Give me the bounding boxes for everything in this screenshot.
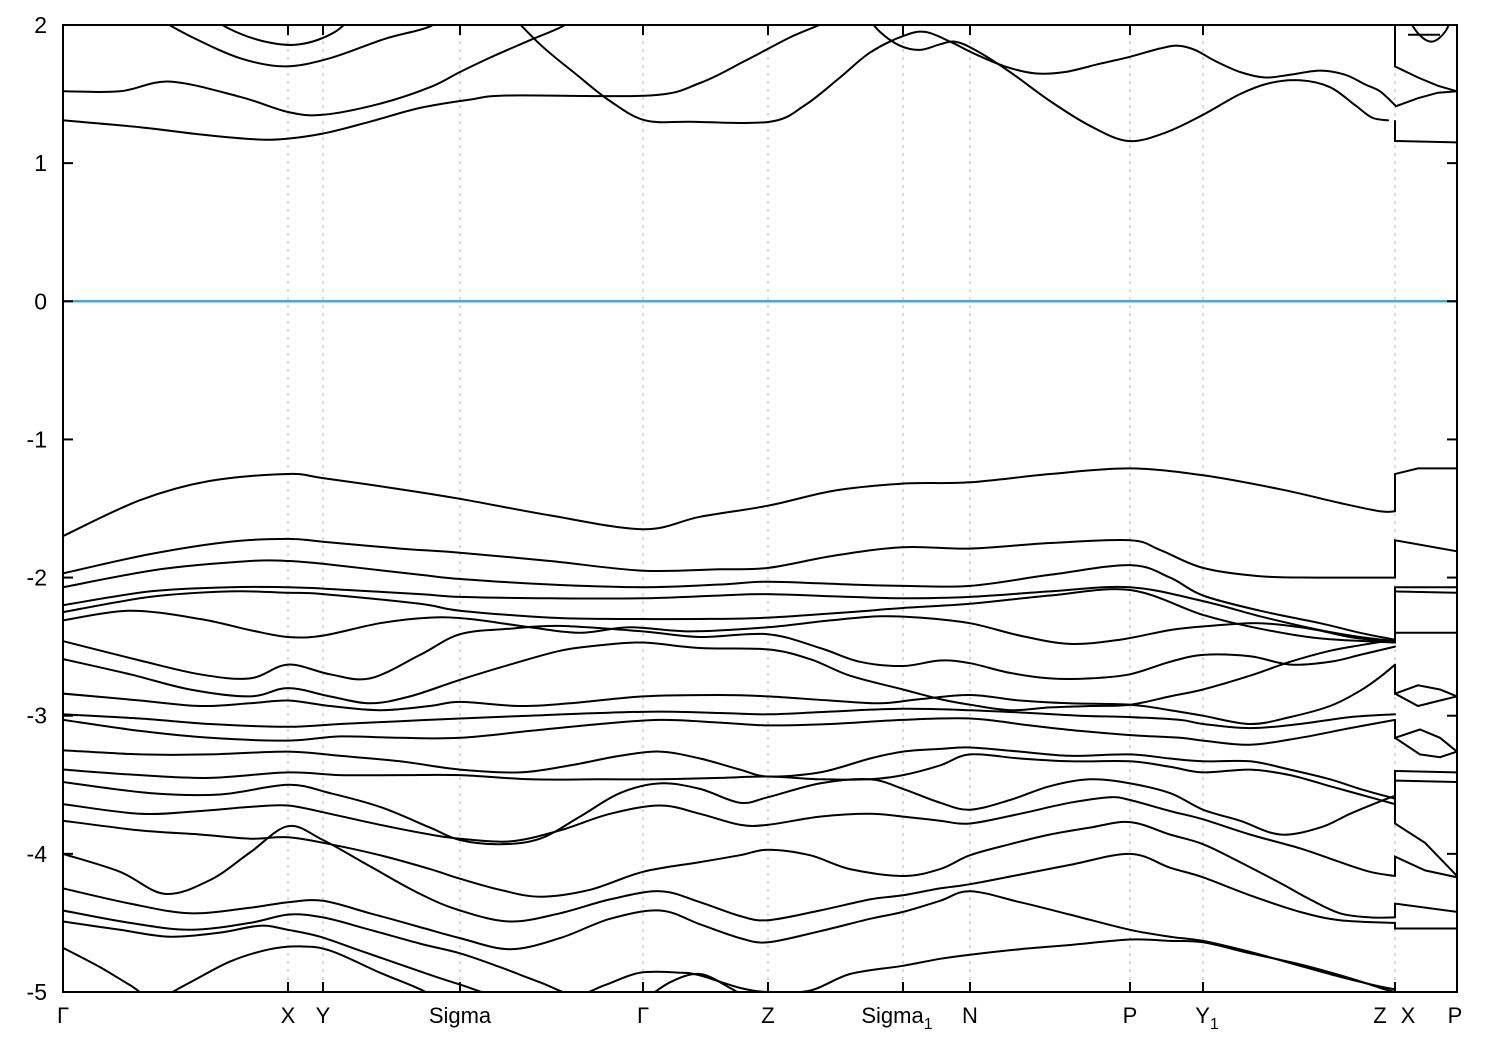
band-segment-right-12 bbox=[1394, 736, 1456, 759]
band-curve-12 bbox=[64, 609, 1396, 646]
band-curve-26 bbox=[64, 920, 482, 991]
band-segment-right-15 bbox=[1394, 795, 1456, 877]
k-point-label-Y1: Y1 bbox=[1195, 1003, 1219, 1033]
band-curve-15 bbox=[64, 663, 1396, 726]
band-segment-right-18 bbox=[1394, 922, 1456, 930]
y-tick-label-1: 1 bbox=[34, 150, 47, 176]
k-point-label-P: P bbox=[1448, 1003, 1463, 1028]
band-curve-10 bbox=[64, 585, 1396, 643]
band-curve-0 bbox=[64, 26, 566, 117]
band-curve-2 bbox=[520, 26, 1396, 124]
k-point-label-Z: Z bbox=[761, 1003, 774, 1028]
band-curve-9 bbox=[64, 559, 1396, 641]
band-curve-23 bbox=[64, 824, 1396, 924]
band-segment-right-16 bbox=[1394, 855, 1456, 879]
band-curve-14 bbox=[64, 638, 1396, 712]
y-tick-label--2: -2 bbox=[27, 565, 47, 591]
band-segment-right-8 bbox=[1394, 631, 1456, 643]
y-tick-label--3: -3 bbox=[27, 703, 47, 729]
band-segment-right-7 bbox=[1394, 590, 1456, 594]
band-segment-right-13 bbox=[1394, 769, 1456, 799]
band-curve-17 bbox=[64, 717, 1396, 746]
band-curve-25 bbox=[64, 909, 1396, 991]
y-tick-label--4: -4 bbox=[27, 841, 48, 867]
k-point-label-N: N bbox=[962, 1003, 978, 1028]
band-curve-11 bbox=[64, 588, 1396, 644]
band-curve-6 bbox=[1411, 26, 1450, 43]
band-curve-4 bbox=[222, 26, 345, 46]
y-tick-label--1: -1 bbox=[27, 426, 47, 452]
band-curve-3 bbox=[873, 26, 1389, 143]
k-point-label-Y: Y bbox=[316, 1003, 331, 1028]
band-curve-21 bbox=[64, 796, 1396, 877]
band-curve-20 bbox=[64, 778, 1396, 846]
plot-border bbox=[62, 24, 1458, 993]
band-curve-7 bbox=[64, 467, 1396, 537]
k-point-label-Γ: Γ bbox=[637, 1003, 649, 1028]
band-curve-1 bbox=[64, 26, 820, 141]
band-curve-5 bbox=[168, 26, 434, 68]
band-curve-16 bbox=[64, 707, 1396, 730]
band-segment-right-17 bbox=[1394, 902, 1456, 918]
band-curve-18 bbox=[64, 746, 1396, 800]
energy-bands bbox=[64, 26, 1456, 991]
band-segment-right-11 bbox=[1394, 719, 1456, 753]
band-segment-right-4 bbox=[1394, 467, 1456, 512]
y-tick-label-2: 2 bbox=[34, 12, 47, 38]
band-segment-right-2 bbox=[1394, 120, 1456, 144]
x-axis-labels: Γ X Y Sigma Γ Z Sigma1 N P Y1 Z X P bbox=[57, 1003, 1462, 1033]
y-tick-label-0: 0 bbox=[34, 288, 47, 314]
band-curve-22 bbox=[64, 819, 1396, 919]
band-curve-13 bbox=[64, 624, 1396, 681]
k-point-label-X: X bbox=[281, 1003, 296, 1028]
k-point-label-P: P bbox=[1123, 1003, 1138, 1028]
band-curve-8 bbox=[64, 537, 1396, 579]
band-curve-27 bbox=[64, 945, 426, 991]
k-point-label-Γ: Γ bbox=[57, 1003, 69, 1028]
band-segment-right-14 bbox=[1394, 779, 1456, 805]
k-point-label-Z: Z bbox=[1373, 1003, 1386, 1028]
k-point-label-Sigma1: Sigma1 bbox=[861, 1003, 932, 1033]
band-segment-right-1 bbox=[1394, 90, 1456, 108]
band-segment-right-0 bbox=[1394, 26, 1456, 93]
band-segment-right-10 bbox=[1394, 692, 1456, 708]
band-segment-right-6 bbox=[1394, 586, 1456, 640]
y-tick-label--5: -5 bbox=[27, 979, 47, 1005]
band-curve-24 bbox=[64, 887, 1396, 991]
k-point-label-Sigma: Sigma bbox=[429, 1003, 492, 1028]
band-segment-right-9 bbox=[1394, 664, 1456, 698]
y-axis-labels: 2 1 0 -1 -2 -3 -4 -5 bbox=[27, 12, 48, 1005]
band-segment-right-5 bbox=[1394, 539, 1456, 578]
k-point-gridlines bbox=[287, 25, 1396, 992]
k-point-label-X: X bbox=[1401, 1003, 1416, 1028]
axis-ticks bbox=[63, 24, 1457, 993]
band-curve-28 bbox=[654, 972, 738, 991]
